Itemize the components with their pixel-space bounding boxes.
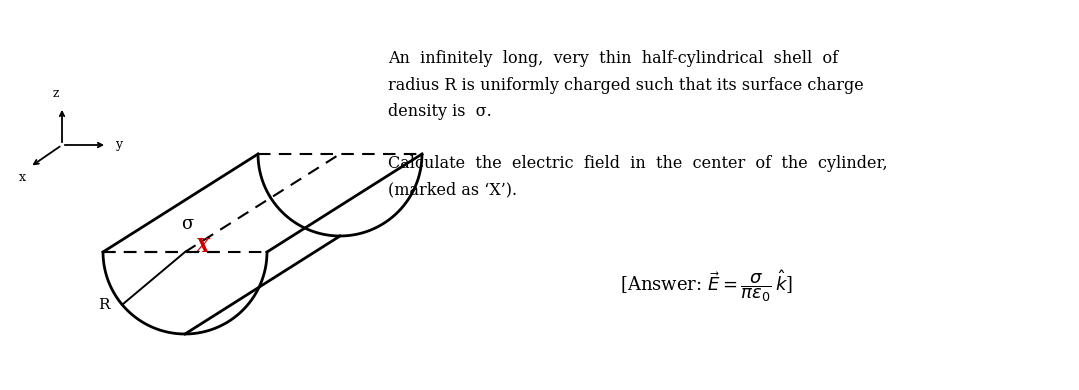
Text: [Answer: $\vec{E} = \dfrac{\sigma}{\pi\epsilon_0}\,\hat{k}$]: [Answer: $\vec{E} = \dfrac{\sigma}{\pi\e… — [620, 268, 793, 304]
Text: density is  σ.: density is σ. — [388, 103, 492, 120]
Text: R: R — [98, 298, 109, 312]
Text: x: x — [18, 171, 26, 184]
Text: Calculate  the  electric  field  in  the  center  of  the  cylinder,: Calculate the electric field in the cent… — [388, 155, 888, 172]
Text: y: y — [115, 138, 122, 151]
Text: (marked as ‘X’).: (marked as ‘X’). — [388, 181, 517, 199]
Text: z: z — [53, 87, 59, 100]
Text: radius R is uniformly charged such that its surface charge: radius R is uniformly charged such that … — [388, 76, 864, 94]
Text: σ: σ — [181, 215, 193, 233]
Text: An  infinitely  long,  very  thin  half-cylindrical  shell  of: An infinitely long, very thin half-cylin… — [388, 50, 838, 67]
Text: X: X — [196, 238, 210, 256]
